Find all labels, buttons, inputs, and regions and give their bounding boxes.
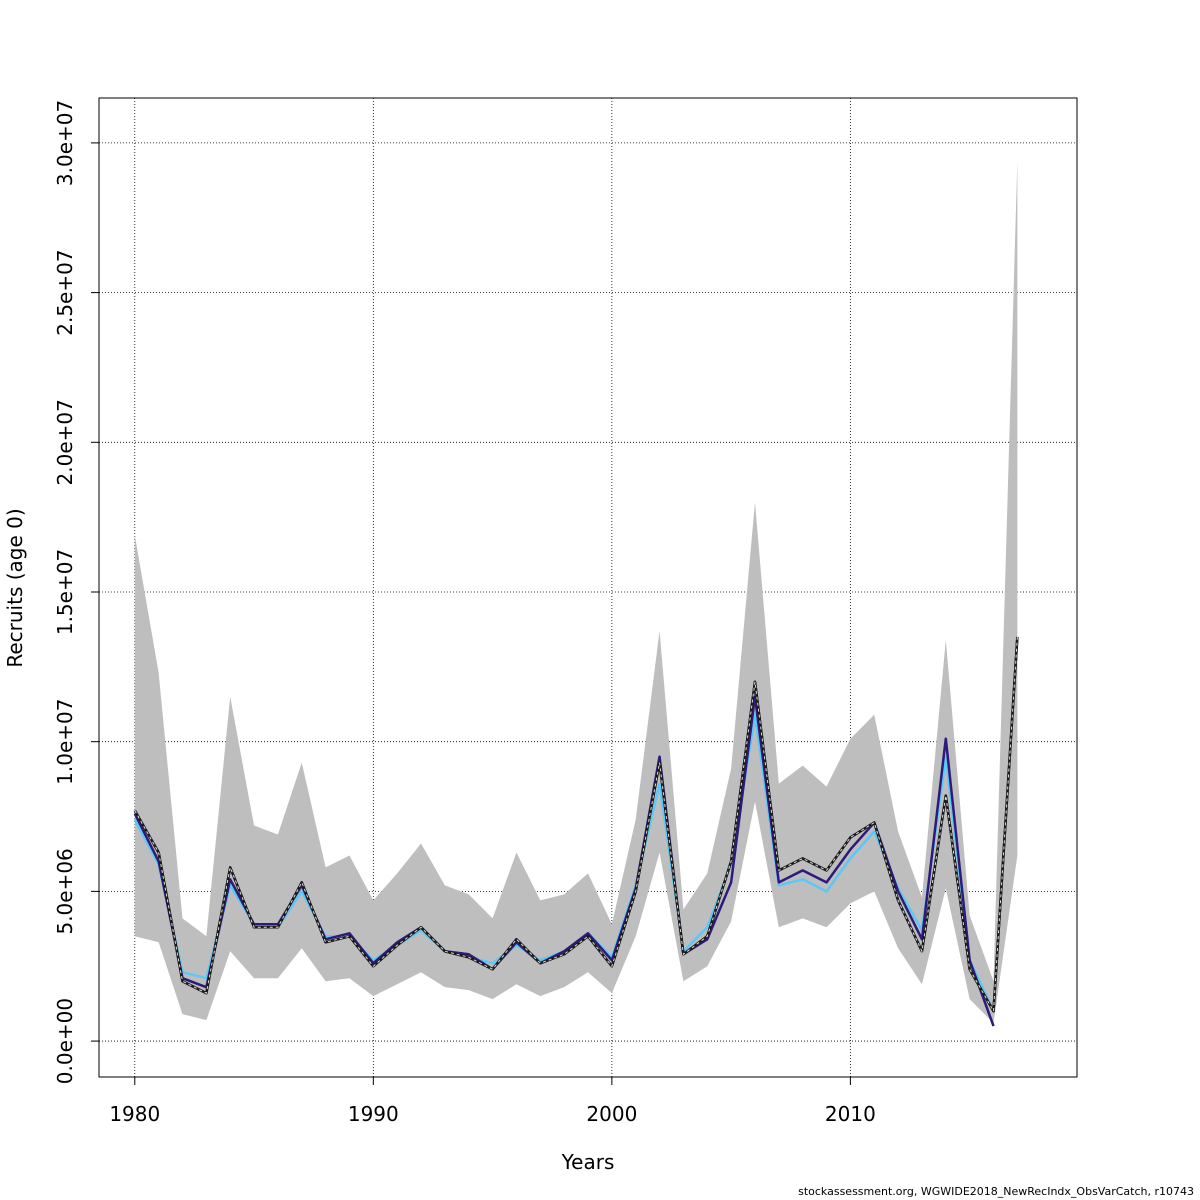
series-lines: [133, 636, 1019, 1027]
x-tick-label-2: 2000: [586, 1102, 637, 1126]
confidence-band-layer: [134, 160, 1018, 1024]
x-tick-label-0: 1980: [109, 1102, 160, 1126]
source-credit: stockassessment.org, WGWIDE2018_NewRecIn…: [798, 1185, 1194, 1198]
y-axis: 0.0e+00 5.0e+06 1.0e+07 1.5e+07 2.0e+07 2.5e+…: [53, 100, 99, 1084]
x-axis-title: Years: [561, 1150, 615, 1174]
series-line-0-top-dash: [134, 636, 1018, 1013]
y-axis-title: Recruits (age 0): [3, 508, 27, 667]
y-tick-label-3: 1.5e+07: [53, 549, 77, 635]
y-tick-label-4: 2.0e+07: [53, 399, 77, 485]
y-tick-label-1: 5.0e+06: [53, 848, 77, 934]
confidence-band: [134, 160, 1018, 1024]
y-tick-label-5: 2.5e+07: [53, 249, 77, 335]
x-tick-label-1: 1990: [348, 1102, 399, 1126]
y-tick-label-6: 3.0e+07: [53, 100, 77, 186]
x-axis: 1980 1990 2000 2010: [109, 1077, 876, 1126]
y-tick-label-2: 1.0e+07: [53, 699, 77, 785]
x-tick-label-3: 2010: [825, 1102, 876, 1126]
y-tick-label-0: 0.0e+00: [53, 998, 77, 1084]
series-line-1: [133, 695, 995, 1027]
plot-frame: [98, 97, 1078, 1078]
